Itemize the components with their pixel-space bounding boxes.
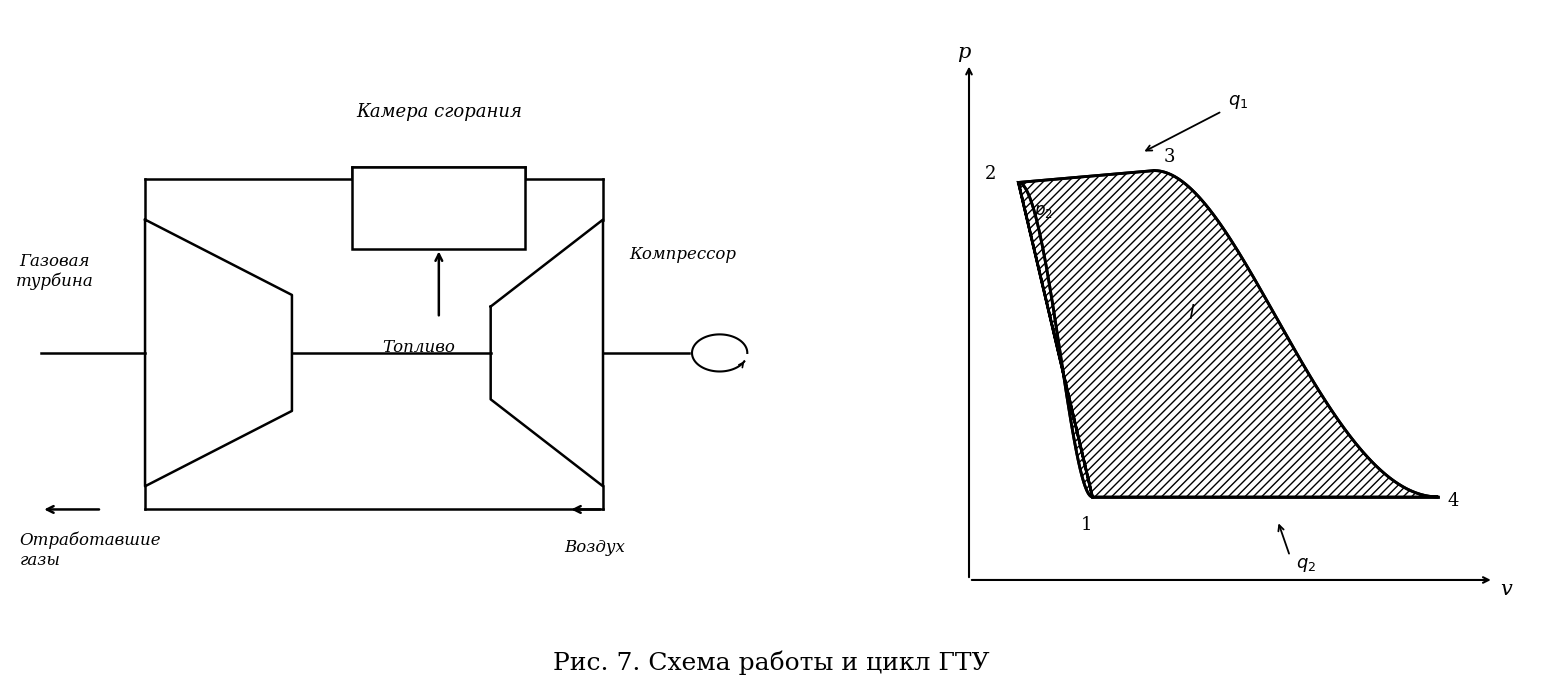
- Text: $q_2$: $q_2$: [1296, 556, 1316, 574]
- Text: 3: 3: [1163, 148, 1176, 166]
- Text: $q_1$: $q_1$: [1228, 93, 1248, 111]
- Text: $p_2$: $p_2$: [1034, 203, 1052, 221]
- Text: 4: 4: [1447, 492, 1460, 510]
- Text: v: v: [1500, 580, 1512, 599]
- Text: Топливо: Топливо: [383, 339, 455, 355]
- Text: Отработавшие
газы: Отработавшие газы: [20, 531, 162, 569]
- Text: Рис. 7. Схема работы и цикл ГТУ: Рис. 7. Схема работы и цикл ГТУ: [554, 651, 989, 675]
- Bar: [352, 168, 525, 249]
- Text: 1: 1: [1080, 516, 1092, 533]
- Text: Воздух: Воздух: [565, 539, 625, 556]
- Text: p: p: [957, 43, 971, 62]
- Polygon shape: [1018, 170, 1438, 497]
- Text: $l$: $l$: [1188, 304, 1194, 323]
- Text: Газовая
турбина: Газовая турбина: [15, 253, 93, 291]
- Text: 2: 2: [984, 166, 997, 183]
- Text: Компрессор: Компрессор: [630, 246, 736, 263]
- Text: Камера сгорания: Камера сгорания: [356, 104, 522, 121]
